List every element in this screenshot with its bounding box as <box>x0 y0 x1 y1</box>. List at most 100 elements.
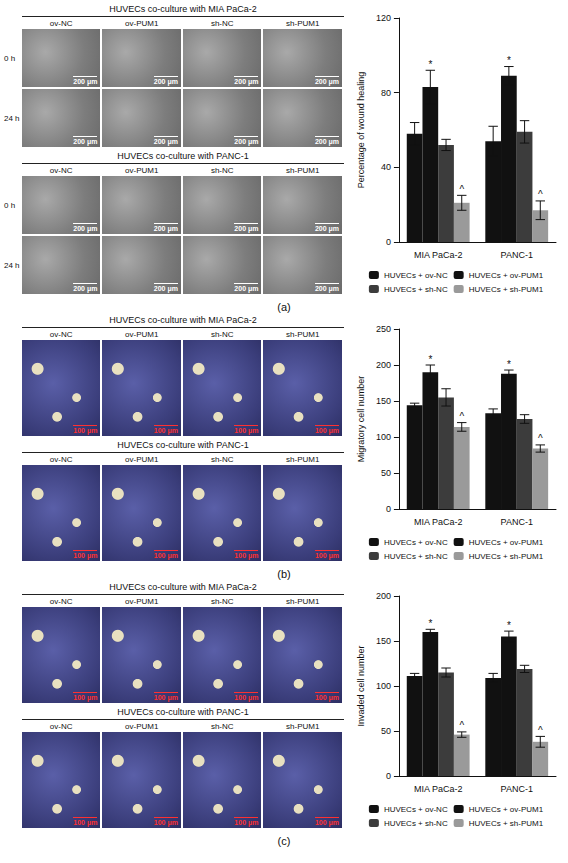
svg-text:HUVECs + sh-NC: HUVECs + sh-NC <box>384 819 448 828</box>
svg-text:*: * <box>428 59 432 70</box>
svg-text:PANC-1: PANC-1 <box>501 250 533 260</box>
html-text:sh-NC: sh-NC <box>210 597 234 606</box>
html-text:sh-PUM1: sh-PUM1 <box>286 330 320 339</box>
html-text:200 μm: 200 μm <box>153 138 178 145</box>
html-text:ov-PUM1: ov-PUM1 <box>125 166 159 175</box>
html-text:sh-PUM1: sh-PUM1 <box>286 19 320 28</box>
svg-text:150: 150 <box>376 636 391 646</box>
svg-text:*: * <box>507 55 511 66</box>
svg-text:*: * <box>428 354 432 365</box>
html-text:0 h: 0 h <box>4 53 16 63</box>
svg-text:HUVECs + sh-NC: HUVECs + sh-NC <box>384 285 448 294</box>
html-text:sh-PUM1: sh-PUM1 <box>286 722 320 731</box>
html-text:200 μm: 200 μm <box>73 285 98 292</box>
svg-text:80: 80 <box>381 88 391 98</box>
svg-text:^: ^ <box>538 725 543 736</box>
svg-text:^: ^ <box>459 184 464 195</box>
svg-text:MIA PaCa-2: MIA PaCa-2 <box>414 784 463 794</box>
svg-text:^: ^ <box>538 433 543 444</box>
html-text:(a): (a) <box>277 301 291 313</box>
html-text:200 μm: 200 μm <box>153 78 178 85</box>
svg-text:HUVECs + ov-PUM1: HUVECs + ov-PUM1 <box>469 271 544 280</box>
svg-text:50: 50 <box>381 468 391 478</box>
svg-text:40: 40 <box>381 162 391 172</box>
html-text:ov-PUM1: ov-PUM1 <box>125 597 159 606</box>
svg-text:*: * <box>507 620 511 631</box>
svg-text:HUVECs + ov-NC: HUVECs + ov-NC <box>384 538 448 547</box>
html-text:HUVECs co-culture with PANC-1: HUVECs co-culture with PANC-1 <box>117 151 249 161</box>
html-text:24 h: 24 h <box>4 260 20 270</box>
svg-text:*: * <box>507 359 511 370</box>
svg-text:*: * <box>428 618 432 629</box>
html-text:HUVECs co-culture with MIA PaC: HUVECs co-culture with MIA PaCa-2 <box>109 4 257 14</box>
svg-text:HUVECs + ov-NC: HUVECs + ov-NC <box>384 271 448 280</box>
svg-text:Invaded cell number: Invaded cell number <box>356 645 366 726</box>
svg-text:100: 100 <box>376 432 391 442</box>
svg-text:150: 150 <box>376 396 391 406</box>
svg-text:50: 50 <box>381 726 391 736</box>
svg-text:100: 100 <box>376 681 391 691</box>
svg-text:^: ^ <box>459 720 464 731</box>
svg-text:^: ^ <box>459 411 464 422</box>
html-text:200 μm: 200 μm <box>73 225 98 232</box>
svg-text:0: 0 <box>386 237 391 247</box>
html-text:sh-NC: sh-NC <box>210 19 234 28</box>
svg-text:250: 250 <box>376 324 391 334</box>
html-text:ov-NC: ov-NC <box>49 722 73 731</box>
svg-text:HUVECs + sh-PUM1: HUVECs + sh-PUM1 <box>469 819 544 828</box>
svg-text:200: 200 <box>376 360 391 370</box>
svg-text:Percentage of wound healing: Percentage of wound healing <box>356 72 366 189</box>
html-text:0 h: 0 h <box>4 200 16 210</box>
html-text:200 μm: 200 μm <box>234 78 259 85</box>
html-text:200 μm: 200 μm <box>234 138 259 145</box>
svg-text:0: 0 <box>386 771 391 781</box>
html-text:200 μm: 200 μm <box>73 78 98 85</box>
html-text:ov-PUM1: ov-PUM1 <box>125 722 159 731</box>
svg-text:HUVECs + ov-NC: HUVECs + ov-NC <box>384 805 448 814</box>
html-text:200 μm: 200 μm <box>234 285 259 292</box>
svg-text:PANC-1: PANC-1 <box>501 517 533 527</box>
html-text:24 h: 24 h <box>4 113 20 123</box>
html-text:HUVECs co-culture with PANC-1: HUVECs co-culture with PANC-1 <box>117 440 249 450</box>
svg-text:120: 120 <box>376 13 391 23</box>
html-text:sh-PUM1: sh-PUM1 <box>286 455 320 464</box>
svg-text:^: ^ <box>538 189 543 200</box>
svg-text:HUVECs + ov-PUM1: HUVECs + ov-PUM1 <box>469 538 544 547</box>
html-text:ov-PUM1: ov-PUM1 <box>125 455 159 464</box>
svg-text:Migratory cell number: Migratory cell number <box>356 376 366 463</box>
html-text:sh-PUM1: sh-PUM1 <box>286 597 320 606</box>
svg-text:200: 200 <box>376 591 391 601</box>
html-text:ov-PUM1: ov-PUM1 <box>125 330 159 339</box>
html-text:200 μm: 200 μm <box>234 225 259 232</box>
svg-text:HUVECs + sh-PUM1: HUVECs + sh-PUM1 <box>469 552 544 561</box>
html-text:sh-PUM1: sh-PUM1 <box>286 166 320 175</box>
svg-text:PANC-1: PANC-1 <box>501 784 533 794</box>
svg-text:MIA PaCa-2: MIA PaCa-2 <box>414 517 463 527</box>
html-text:ov-PUM1: ov-PUM1 <box>125 19 159 28</box>
html-text:sh-NC: sh-NC <box>210 330 234 339</box>
svg-text:HUVECs + sh-PUM1: HUVECs + sh-PUM1 <box>469 285 544 294</box>
html-text:ov-NC: ov-NC <box>49 166 73 175</box>
html-text:sh-NC: sh-NC <box>210 455 234 464</box>
html-text:200 μm: 200 μm <box>314 138 339 145</box>
html-text:ov-NC: ov-NC <box>49 597 73 606</box>
svg-text:MIA PaCa-2: MIA PaCa-2 <box>414 250 463 260</box>
html-text:(b): (b) <box>277 568 291 580</box>
html-text:(c): (c) <box>277 835 291 847</box>
html-text:ov-NC: ov-NC <box>49 330 73 339</box>
html-text:200 μm: 200 μm <box>314 225 339 232</box>
html-text:ov-NC: ov-NC <box>49 455 73 464</box>
html-text:sh-NC: sh-NC <box>210 722 234 731</box>
svg-text:HUVECs + sh-NC: HUVECs + sh-NC <box>384 552 448 561</box>
html-text:HUVECs co-culture with MIA PaC: HUVECs co-culture with MIA PaCa-2 <box>109 315 257 325</box>
html-text:HUVECs co-culture with PANC-1: HUVECs co-culture with PANC-1 <box>117 707 249 717</box>
html-text:200 μm: 200 μm <box>153 225 178 232</box>
svg-text:HUVECs + ov-PUM1: HUVECs + ov-PUM1 <box>469 805 544 814</box>
svg-text:0: 0 <box>386 504 391 514</box>
html-text:sh-NC: sh-NC <box>210 166 234 175</box>
html-text:HUVECs co-culture with MIA PaC: HUVECs co-culture with MIA PaCa-2 <box>109 582 257 592</box>
html-text:200 μm: 200 μm <box>314 78 339 85</box>
html-text:ov-NC: ov-NC <box>49 19 73 28</box>
html-text:200 μm: 200 μm <box>153 285 178 292</box>
html-text:200 μm: 200 μm <box>73 138 98 145</box>
